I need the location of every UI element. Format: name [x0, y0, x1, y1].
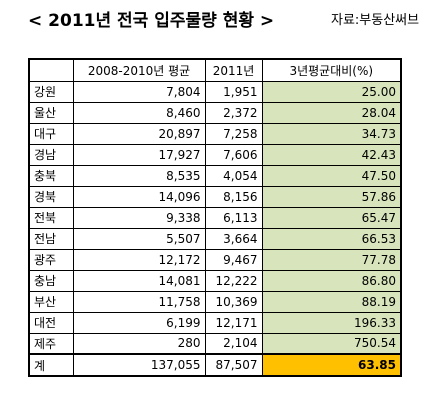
- row-region: 경남: [28, 143, 74, 166]
- row-pct: 66.53: [261, 227, 402, 250]
- row-avg: 11,758: [72, 290, 206, 313]
- row-2011: 7,606: [204, 143, 263, 166]
- row-2011: 10,369: [204, 290, 263, 313]
- header-region: [28, 58, 74, 82]
- row-pct: 34.73: [261, 122, 402, 145]
- total-2011: 87,507: [204, 353, 263, 377]
- row-pct: 65.47: [261, 206, 402, 229]
- row-region: 울산: [28, 101, 74, 124]
- row-avg: 280: [72, 332, 206, 355]
- row-avg: 12,172: [72, 248, 206, 271]
- header-avg: 2008-2010년 평균: [72, 58, 206, 82]
- row-pct: 77.78: [261, 248, 402, 271]
- table-row: 경남 17,927 7,606 42.43: [28, 143, 402, 166]
- header-row: 2008-2010년 평균 2011년 3년평균대비(%): [28, 58, 402, 82]
- row-2011: 7,258: [204, 122, 263, 145]
- row-2011: 8,156: [204, 185, 263, 208]
- row-region: 전남: [28, 227, 74, 250]
- row-avg: 9,338: [72, 206, 206, 229]
- row-pct: 47.50: [261, 164, 402, 187]
- row-region: 제주: [28, 332, 74, 355]
- source-note: 자료:부동산써브: [331, 13, 420, 28]
- row-avg: 7,804: [72, 80, 206, 103]
- row-avg: 6,199: [72, 311, 206, 334]
- row-region: 전북: [28, 206, 74, 229]
- row-region: 충북: [28, 164, 74, 187]
- row-avg: 8,460: [72, 101, 206, 124]
- total-pct: 63.85: [261, 353, 402, 377]
- row-2011: 1,951: [204, 80, 263, 103]
- table-row: 충북 8,535 4,054 47.50: [28, 164, 402, 187]
- total-avg: 137,055: [72, 353, 206, 377]
- row-avg: 8,535: [72, 164, 206, 187]
- row-avg: 20,897: [72, 122, 206, 145]
- row-region: 경북: [28, 185, 74, 208]
- row-pct: 57.86: [261, 185, 402, 208]
- table-row: 전남 5,507 3,664 66.53: [28, 227, 402, 250]
- table-row: 충남 14,081 12,222 86.80: [28, 269, 402, 292]
- row-pct: 25.00: [261, 80, 402, 103]
- row-avg: 17,927: [72, 143, 206, 166]
- table-row: 대전 6,199 12,171 196.33: [28, 311, 402, 334]
- row-2011: 9,467: [204, 248, 263, 271]
- row-pct: 196.33: [261, 311, 402, 334]
- table-row: 전북 9,338 6,113 65.47: [28, 206, 402, 229]
- table-row: 울산 8,460 2,372 28.04: [28, 101, 402, 124]
- supply-table: 2008-2010년 평균 2011년 3년평균대비(%) 강원 7,804 1,9…: [28, 58, 402, 377]
- row-avg: 14,081: [72, 269, 206, 292]
- row-region: 강원: [28, 80, 74, 103]
- row-pct: 88.19: [261, 290, 402, 313]
- header-pct: 3년평균대비(%): [261, 58, 402, 82]
- row-region: 대전: [28, 311, 74, 334]
- row-pct: 750.54: [261, 332, 402, 355]
- row-2011: 2,104: [204, 332, 263, 355]
- table-row: 강원 7,804 1,951 25.00: [28, 80, 402, 103]
- row-region: 대구: [28, 122, 74, 145]
- row-region: 충남: [28, 269, 74, 292]
- table-row: 부산 11,758 10,369 88.19: [28, 290, 402, 313]
- row-2011: 12,222: [204, 269, 263, 292]
- table-row: 대구 20,897 7,258 34.73: [28, 122, 402, 145]
- row-2011: 2,372: [204, 101, 263, 124]
- page-title: < 2011년 전국 입주물량 현황 >: [28, 11, 275, 31]
- total-row: 계 137,055 87,507 63.85: [28, 353, 402, 377]
- row-region: 광주: [28, 248, 74, 271]
- table-row: 제주 280 2,104 750.54: [28, 332, 402, 355]
- row-2011: 3,664: [204, 227, 263, 250]
- table-row: 광주 12,172 9,467 77.78: [28, 248, 402, 271]
- row-2011: 4,054: [204, 164, 263, 187]
- row-region: 부산: [28, 290, 74, 313]
- row-pct: 28.04: [261, 101, 402, 124]
- row-pct: 86.80: [261, 269, 402, 292]
- row-2011: 6,113: [204, 206, 263, 229]
- row-avg: 14,096: [72, 185, 206, 208]
- row-avg: 5,507: [72, 227, 206, 250]
- total-label: 계: [28, 353, 74, 377]
- header-2011: 2011년: [204, 58, 263, 82]
- row-pct: 42.43: [261, 143, 402, 166]
- row-2011: 12,171: [204, 311, 263, 334]
- table-row: 경북 14,096 8,156 57.86: [28, 185, 402, 208]
